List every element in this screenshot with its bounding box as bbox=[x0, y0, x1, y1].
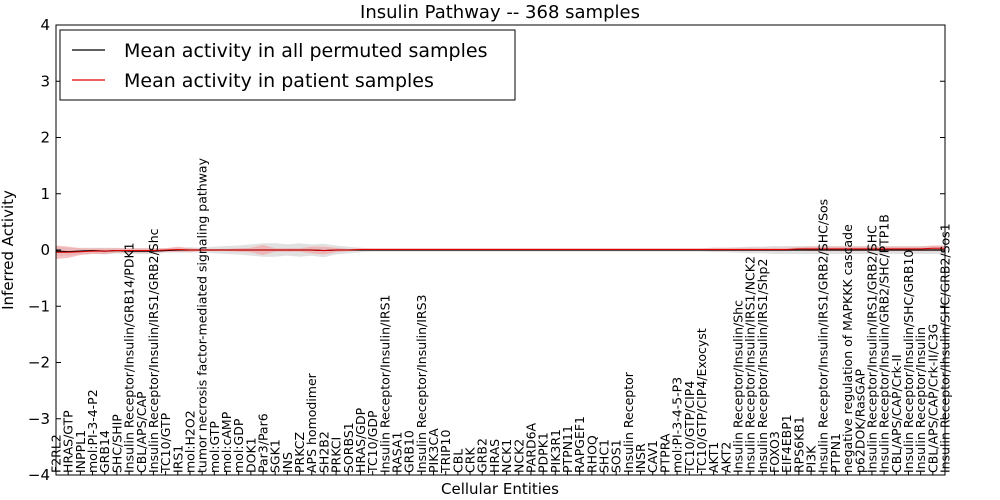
category-label: Insulin Receptor/Insulin/IRS1/GRB2/Shc bbox=[146, 228, 161, 473]
category-label: Insulin Receptor/Insulin bbox=[913, 327, 928, 473]
category-label: RPS6KB1 bbox=[791, 416, 806, 473]
category-label: mol:cAMP bbox=[219, 411, 234, 473]
category-label: HRAS/GTP bbox=[61, 410, 76, 473]
category-label: GRB14 bbox=[97, 430, 112, 473]
category-label: TC10/GTP/CIP4 bbox=[682, 381, 697, 474]
series-1-line bbox=[56, 247, 945, 253]
category-label: GRB2 bbox=[475, 438, 490, 473]
x-axis-label: Cellular Entities bbox=[441, 480, 559, 498]
category-label: FOXO3 bbox=[767, 431, 782, 473]
category-label: mol:GTP bbox=[207, 421, 222, 473]
category-label: PIK3R1 bbox=[548, 429, 563, 473]
y-tick-label: 0 bbox=[40, 241, 50, 259]
category-label: PTPN1 bbox=[828, 433, 843, 473]
category-label: NCK2 bbox=[511, 439, 526, 473]
y-tick-label: 3 bbox=[40, 72, 50, 90]
category-label: TRIP10 bbox=[438, 430, 453, 474]
category-label: mol:H2O2 bbox=[182, 410, 197, 473]
category-label: negative regulation of MAPKKK cascade bbox=[840, 224, 855, 473]
category-label: AKT1 bbox=[706, 442, 721, 473]
legend-box bbox=[59, 29, 516, 101]
category-label: APS homodimer bbox=[304, 372, 319, 473]
category-label: INPPL1 bbox=[73, 430, 88, 473]
category-label: CBL/APS/CAP/Crk-II/C3G bbox=[925, 324, 940, 473]
category-label: Insulin Receptor/Insulin/IRS1/NCK2 bbox=[743, 256, 758, 473]
category-label: mol:GDP bbox=[231, 418, 246, 473]
category-label: TC10/GTP bbox=[158, 412, 173, 474]
category-label: HRAS/GDP bbox=[353, 407, 368, 473]
category-label: INS bbox=[280, 452, 295, 473]
category-label: INSR bbox=[633, 443, 648, 473]
category-label: Par3/Par6 bbox=[256, 413, 271, 473]
category-label: PDPK1 bbox=[536, 432, 551, 473]
category-label: Insulin Receptor/Insulin/SHC/GRB10 bbox=[901, 250, 916, 473]
y-tick-label: 2 bbox=[40, 129, 50, 147]
category-label: CRK bbox=[463, 447, 478, 473]
category-label: PIK3CA bbox=[426, 428, 441, 473]
category-label: PTPRA bbox=[657, 433, 672, 473]
category-label: GRB10 bbox=[402, 430, 417, 473]
plot-area: −4−3−2−101234F2RL2HRAS/GTPINPPL1mol:PI-3… bbox=[28, 16, 953, 484]
y-axis-label: Inferred Activity bbox=[0, 190, 17, 310]
category-label: Insulin Receptor/Insulin/IRS1/GRB2/SHC bbox=[864, 225, 879, 473]
category-label: SHC1 bbox=[597, 439, 612, 473]
y-tick-label: 4 bbox=[40, 16, 50, 34]
legend-label-0: Mean activity in all permuted samples bbox=[124, 40, 487, 62]
category-label: SORBS1 bbox=[341, 422, 356, 473]
category-label: Insulin Receptor/Insulin/IRS3 bbox=[414, 295, 429, 473]
category-label: Insulin Receptor/Insulin/GRB14/PDK1 bbox=[122, 242, 137, 473]
y-tick-label: −4 bbox=[28, 466, 50, 484]
category-label: SGK1 bbox=[268, 439, 283, 473]
category-label: Insulin Receptor/Insulin/Shc bbox=[730, 300, 745, 473]
category-label: AKT2 bbox=[718, 442, 733, 473]
category-label: Insulin Receptor/Insulin/GRB2/SHC/PTP1B bbox=[877, 214, 892, 473]
category-label: Insulin Receptor/Insulin/IRS1 bbox=[377, 295, 392, 473]
category-label: Insulin Receptor/Insulin/IRS1/Shp2 bbox=[755, 259, 770, 473]
category-label: TC10/GTP/CIP4/Exocyst bbox=[694, 328, 709, 474]
category-label: PTPN11 bbox=[560, 425, 575, 473]
category-label: NCK1 bbox=[499, 439, 514, 473]
category-label: SH2B2 bbox=[316, 431, 331, 473]
category-label: PI3K bbox=[804, 445, 819, 473]
category-label: RAPGEF1 bbox=[572, 416, 587, 473]
category-label: PRKCI bbox=[329, 437, 344, 473]
category-label: PRKCZ bbox=[292, 432, 307, 473]
category-label: EIF4EBP1 bbox=[779, 414, 794, 473]
category-label: IRS1 bbox=[170, 445, 185, 473]
category-label: DOK1 bbox=[243, 437, 258, 473]
series-1-band bbox=[56, 244, 945, 259]
category-label: HRAS bbox=[487, 439, 502, 473]
y-tick-label: −2 bbox=[28, 354, 50, 372]
y-tick-label: −3 bbox=[28, 410, 50, 428]
category-label: p62DOK/RasGAP bbox=[852, 368, 867, 473]
category-label: RHOQ bbox=[584, 435, 599, 473]
legend: Mean activity in all permuted samples Mea… bbox=[59, 29, 516, 101]
category-label: SHC/SHIP bbox=[109, 414, 124, 473]
category-label: CBL/APS/CAP/Crk-II bbox=[889, 354, 904, 473]
category-label: mol:PI-3-4-5-P3 bbox=[670, 377, 685, 473]
category-label: F2RL2 bbox=[49, 434, 64, 473]
y-tick-label: −1 bbox=[28, 297, 50, 315]
legend-label-1: Mean activity in patient samples bbox=[124, 70, 434, 92]
chart-title: Insulin Pathway -- 368 samples bbox=[360, 2, 640, 23]
category-label: tumor necrosis factor-mediated signaling… bbox=[195, 157, 210, 473]
y-tick-label: 1 bbox=[40, 185, 50, 203]
category-label: mol:PI-3-4-P2 bbox=[85, 389, 100, 473]
category-label: CAV1 bbox=[645, 440, 660, 473]
category-label: CBL/APS/CAP bbox=[134, 391, 149, 473]
category-label: PARD6A bbox=[523, 422, 538, 473]
category-label: SOS1 bbox=[609, 439, 624, 473]
category-label: Insulin Receptor/Insulin/IRS1/GRB2/SHC/S… bbox=[816, 199, 831, 473]
category-label: TC10/GDP bbox=[365, 410, 380, 474]
category-label: Insulin Receptor/Insulin/SHC/GRB2/Sos1 bbox=[938, 223, 953, 473]
category-label: Insulin Receptor bbox=[621, 371, 636, 473]
category-label: CBL bbox=[450, 449, 465, 473]
category-label: RASA1 bbox=[389, 432, 404, 473]
